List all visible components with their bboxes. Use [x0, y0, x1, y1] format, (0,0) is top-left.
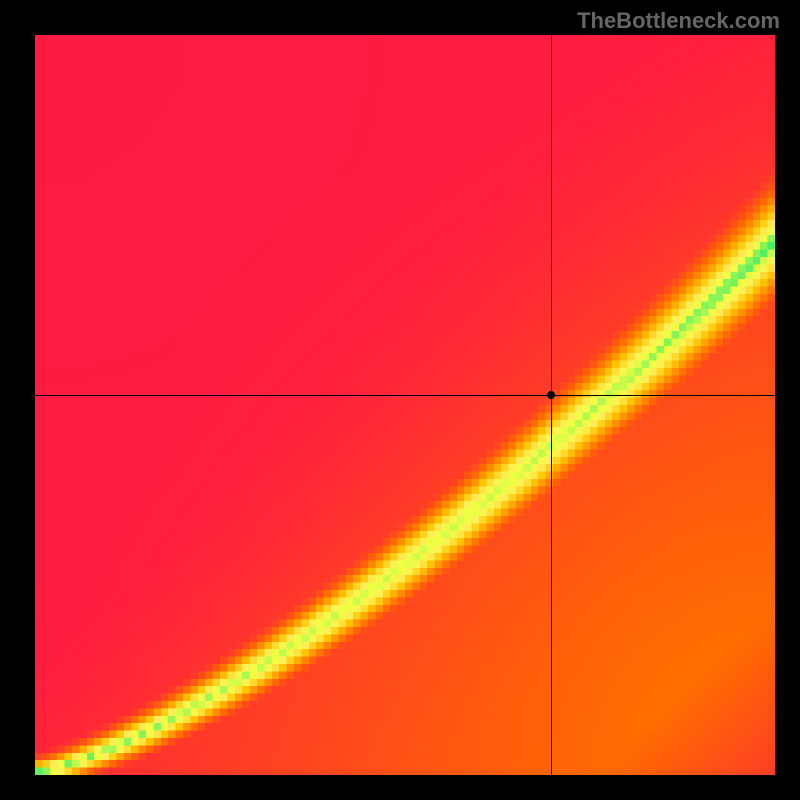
crosshair-horizontal — [35, 395, 775, 396]
crosshair-vertical — [551, 35, 552, 775]
marker-dot — [547, 391, 555, 399]
plot-area — [35, 35, 775, 775]
chart-container: TheBottleneck.com — [0, 0, 800, 800]
heatmap-canvas — [35, 35, 775, 775]
attribution-text: TheBottleneck.com — [577, 8, 780, 34]
